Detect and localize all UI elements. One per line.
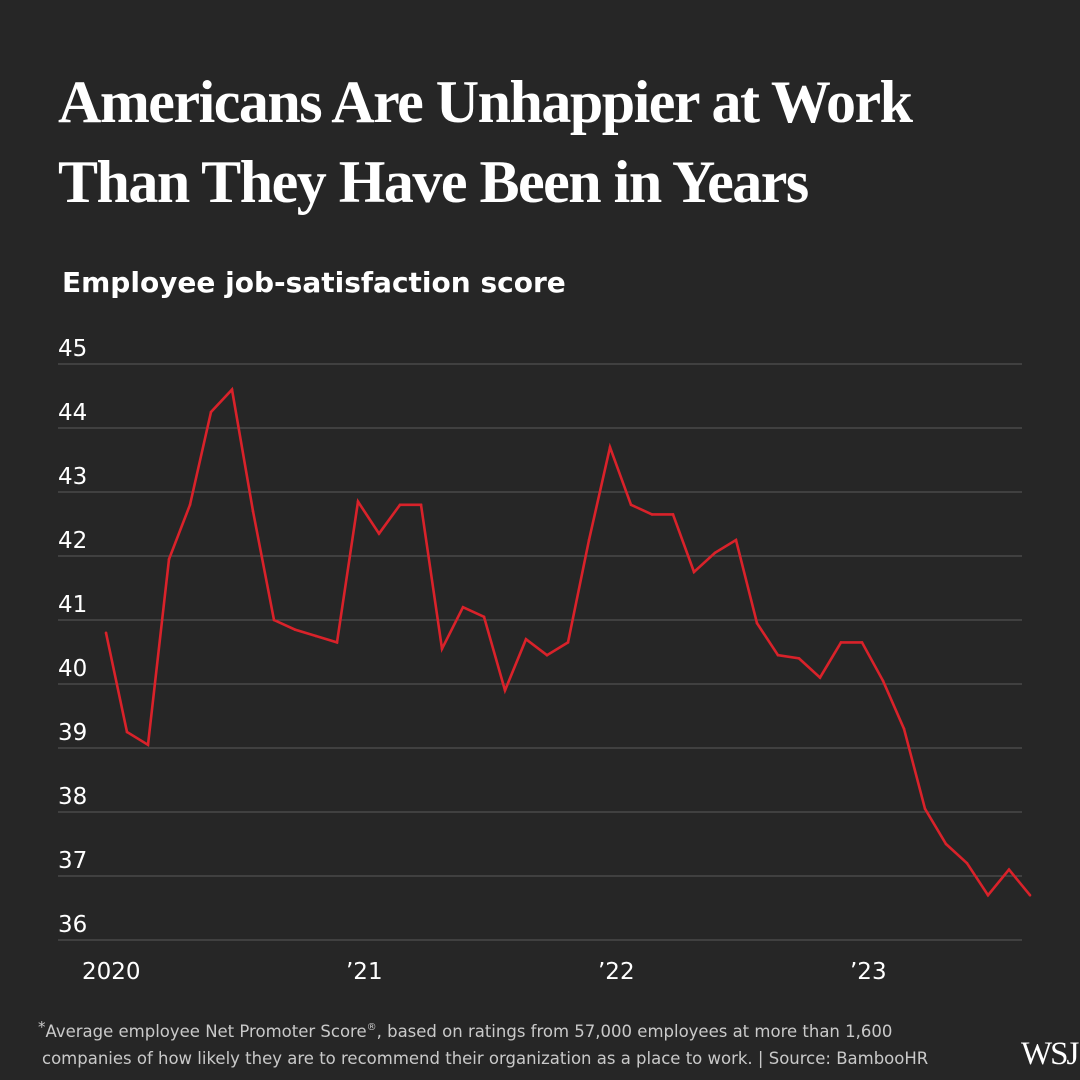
data-point-12	[356, 500, 360, 503]
y-tick-label-44: 44	[58, 400, 87, 426]
data-point-38	[902, 727, 906, 731]
data-point-4	[188, 503, 192, 507]
y-tick-label-40: 40	[58, 656, 87, 682]
data-point-34	[818, 676, 822, 679]
data-point-39	[923, 807, 927, 811]
data-point-3	[167, 557, 171, 561]
chart-title-line-1: Americans Are Unhappier at Work	[58, 69, 913, 135]
y-tick-label-43: 43	[58, 464, 87, 490]
data-point-19	[503, 689, 507, 692]
data-point-15	[419, 503, 423, 507]
data-point-10	[314, 634, 318, 638]
data-point-1	[125, 730, 129, 734]
data-point-8	[272, 618, 276, 622]
x-tick-label-0: 2020	[82, 959, 141, 985]
y-tick-label-42: 42	[58, 528, 87, 554]
data-point-43	[1007, 868, 1011, 871]
data-point-18	[482, 615, 486, 619]
data-point-41	[965, 861, 969, 865]
data-point-25	[629, 503, 633, 507]
data-point-14	[398, 503, 402, 507]
x-tick-label-3: ’23	[850, 959, 887, 985]
data-point-20	[524, 637, 528, 641]
footnote-text-part-2: , based on ratings from 57,000 employees…	[376, 1022, 893, 1041]
data-point-11	[335, 641, 339, 644]
y-tick-label-37: 37	[58, 848, 87, 874]
footnote-marker: *	[38, 1018, 46, 1036]
data-point-0	[104, 631, 108, 635]
data-point-36	[860, 641, 864, 644]
data-point-29	[713, 551, 717, 555]
data-point-42	[986, 893, 990, 897]
footnote-text-part-1: Average employee Net Promoter Score	[45, 1022, 367, 1041]
y-tick-label-45: 45	[58, 336, 87, 362]
gridlines	[58, 363, 1022, 941]
data-point-23	[587, 538, 591, 542]
data-point-35	[839, 641, 843, 644]
registered-mark: ®	[366, 1022, 377, 1033]
data-point-31	[755, 621, 759, 625]
footnote-line-2: companies of how likely they are to reco…	[42, 1049, 929, 1068]
footnote: *Average employee Net Promoter Score®, b…	[38, 1014, 938, 1072]
data-point-16	[440, 647, 444, 651]
x-tick-label-2: ’22	[598, 959, 635, 985]
chart-title: Americans Are Unhappier at Work Than The…	[58, 62, 1038, 222]
data-point-27	[671, 513, 675, 516]
data-point-17	[461, 605, 465, 609]
series-layer	[104, 386, 1032, 898]
chart-title-line-2: Than They Have Been in Years	[58, 149, 809, 215]
y-tick-label-38: 38	[58, 784, 87, 810]
data-point-30	[734, 538, 738, 542]
data-point-6	[230, 388, 234, 391]
data-point-44	[1028, 893, 1032, 897]
y-tick-label-39: 39	[58, 720, 87, 746]
footnote-line-1: *Average employee Net Promoter Score®, b…	[38, 1014, 938, 1045]
y-axis-labels: 45 44 43 42 41 40 39 38 37 36	[58, 336, 87, 938]
data-point-9	[293, 628, 297, 631]
x-tick-label-1: ’21	[346, 959, 383, 985]
data-point-13	[377, 532, 381, 535]
x-axis-labels: 2020 ’21 ’22 ’23	[82, 959, 887, 985]
line-chart: 45 44 43 42 41 40 39 38 37 36 2020 ’21 ’22 ’23	[58, 336, 1032, 985]
chart-subtitle: Employee job-satisfaction score	[62, 266, 566, 299]
wsj-logo: WSJ	[1021, 1036, 1079, 1072]
data-point-28	[692, 570, 696, 574]
data-point-40	[944, 842, 948, 846]
data-point-5	[209, 410, 213, 414]
y-tick-label-36: 36	[58, 912, 87, 938]
data-point-21	[545, 653, 549, 657]
data-point-32	[776, 653, 780, 657]
data-point-2	[146, 743, 150, 747]
data-point-7	[251, 509, 255, 513]
data-point-22	[566, 641, 570, 644]
data-point-24	[608, 445, 612, 449]
data-point-37	[881, 679, 885, 683]
data-point-33	[797, 657, 801, 660]
y-tick-label-41: 41	[58, 592, 87, 618]
data-point-26	[650, 513, 654, 516]
